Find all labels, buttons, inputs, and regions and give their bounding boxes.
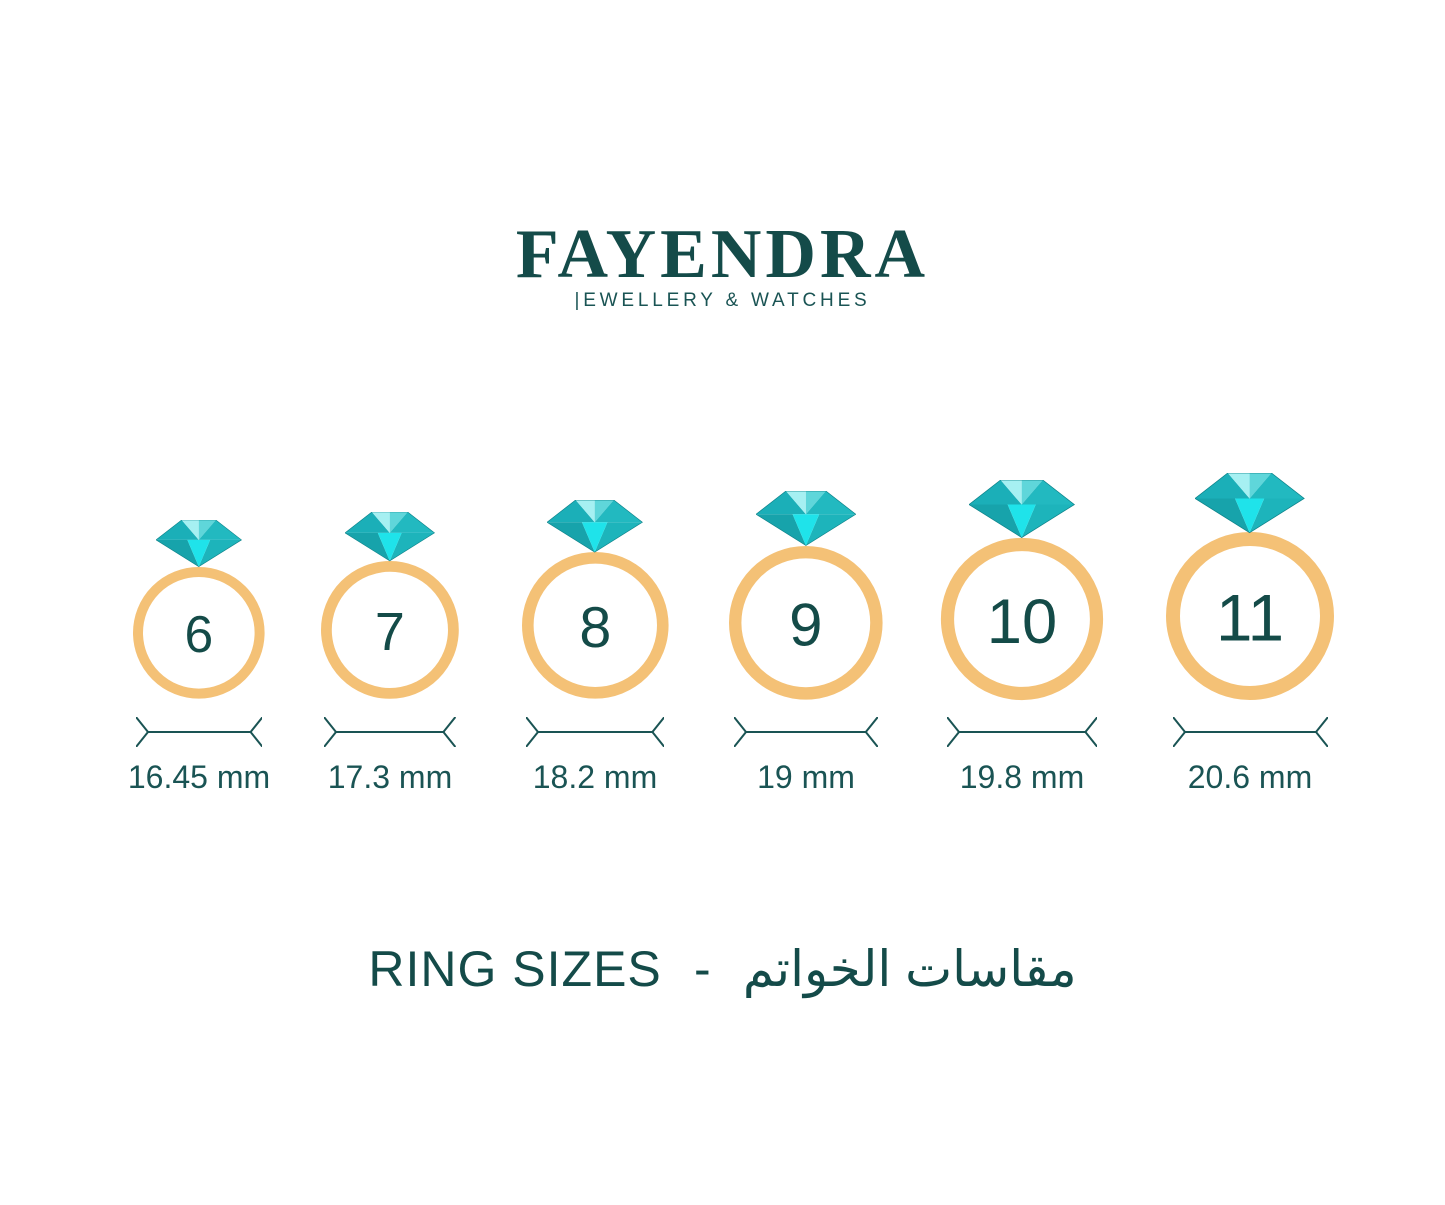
svg-text:8: 8 (579, 596, 611, 660)
svg-text:6: 6 (185, 605, 214, 663)
svg-text:10: 10 (987, 586, 1057, 656)
svg-text:9: 9 (789, 591, 822, 658)
svg-text:7: 7 (375, 602, 405, 662)
svg-text:11: 11 (1216, 582, 1284, 655)
